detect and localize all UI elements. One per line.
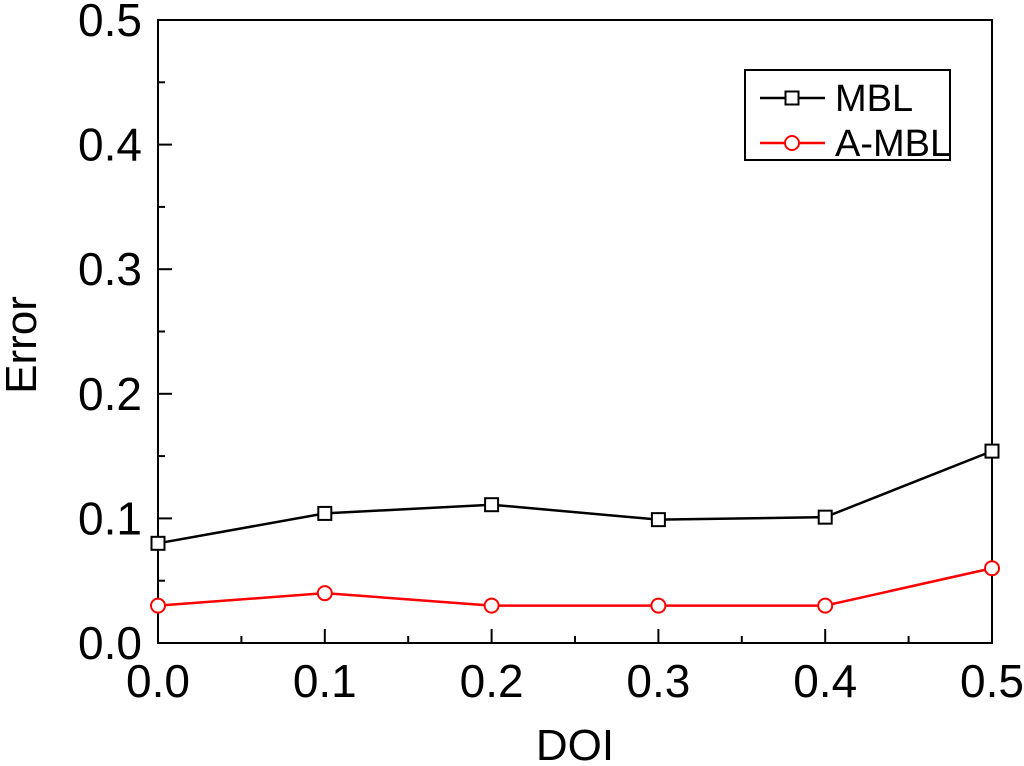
- legend-entry-mbl: MBL: [760, 78, 913, 120]
- legend-label: A-MBL: [835, 123, 951, 165]
- y-axis-title: Error: [0, 296, 46, 394]
- legend-marker: [784, 90, 800, 106]
- x-tick-label: 0.5: [960, 655, 1024, 707]
- series-layer: [150, 443, 1000, 614]
- series-mbl: [150, 443, 1000, 551]
- data-point-a-mbl: [150, 597, 166, 614]
- data-point-mbl: [984, 443, 1000, 459]
- y-tick-label: 0.3: [78, 243, 142, 295]
- data-point-mbl: [150, 535, 166, 551]
- legend-marker: [784, 135, 800, 151]
- data-point-mbl: [817, 509, 833, 525]
- x-tick-label: 0.3: [626, 655, 690, 707]
- axis-ticks: [157, 19, 993, 644]
- x-tick-label: 0.2: [460, 655, 524, 707]
- y-tick-label: 0.5: [78, 0, 142, 46]
- data-point-mbl: [650, 512, 666, 528]
- data-point-mbl: [317, 505, 333, 521]
- series-line-mbl: [157, 449, 993, 545]
- y-tick-label: 0.2: [78, 368, 142, 420]
- data-point-a-mbl: [817, 597, 834, 614]
- data-point-a-mbl: [650, 597, 667, 614]
- series-line-a-mbl: [157, 567, 993, 607]
- legend-entry-a-mbl: A-MBL: [760, 123, 951, 165]
- y-tick-label: 0.4: [78, 119, 142, 171]
- legend-label: MBL: [835, 78, 913, 120]
- data-point-a-mbl: [316, 585, 333, 602]
- y-tick-label: 0.1: [78, 492, 142, 544]
- x-tick-label: 0.4: [793, 655, 857, 707]
- data-point-mbl: [484, 497, 500, 513]
- x-tick-label: 0.1: [293, 655, 357, 707]
- axis-tick-labels: 0.0 0.1 0.2 0.3 0.4 0.5 0.0 0.1 0.2 0.3 0.4 0.5: [78, 0, 1024, 707]
- data-point-a-mbl: [483, 597, 500, 614]
- x-tick-label: 0.0: [126, 655, 190, 707]
- x-axis-title: DOI: [536, 721, 614, 766]
- series-a-mbl: [150, 560, 1000, 614]
- legend-box: [744, 69, 951, 161]
- y-tick-label: 0.0: [78, 617, 142, 669]
- data-point-a-mbl: [984, 560, 1000, 577]
